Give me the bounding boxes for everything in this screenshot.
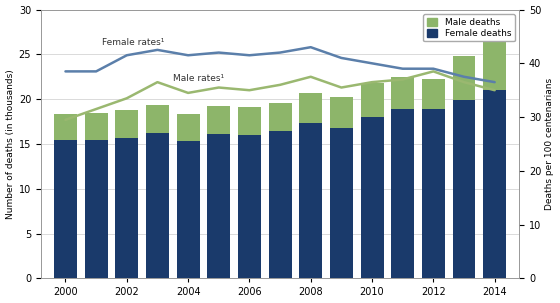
Bar: [452, 56, 475, 100]
Text: Male rates¹: Male rates¹: [173, 74, 224, 83]
Bar: [391, 77, 414, 109]
Bar: [330, 128, 353, 278]
Bar: [483, 90, 506, 278]
Bar: [269, 103, 292, 132]
Bar: [422, 79, 445, 109]
Bar: [299, 93, 322, 123]
Bar: [85, 113, 108, 140]
Bar: [238, 107, 261, 135]
Bar: [330, 97, 353, 128]
Bar: [361, 117, 384, 278]
Bar: [115, 110, 138, 138]
Bar: [115, 138, 138, 278]
Bar: [207, 106, 230, 134]
Bar: [54, 115, 77, 140]
Bar: [85, 140, 108, 278]
Bar: [452, 100, 475, 278]
Bar: [269, 132, 292, 278]
Legend: Male deaths, Female deaths: Male deaths, Female deaths: [423, 14, 515, 42]
Y-axis label: Deaths per 100 centenarians: Deaths per 100 centenarians: [545, 78, 554, 210]
Bar: [299, 123, 322, 278]
Bar: [483, 39, 506, 90]
Bar: [422, 109, 445, 278]
Bar: [361, 83, 384, 117]
Bar: [176, 141, 199, 278]
Bar: [146, 105, 169, 133]
Y-axis label: Number of deaths (in thousands): Number of deaths (in thousands): [6, 69, 15, 219]
Bar: [391, 109, 414, 278]
Bar: [176, 115, 199, 141]
Bar: [238, 135, 261, 278]
Bar: [207, 134, 230, 278]
Text: Female rates¹: Female rates¹: [102, 38, 165, 47]
Bar: [146, 133, 169, 278]
Bar: [54, 140, 77, 278]
